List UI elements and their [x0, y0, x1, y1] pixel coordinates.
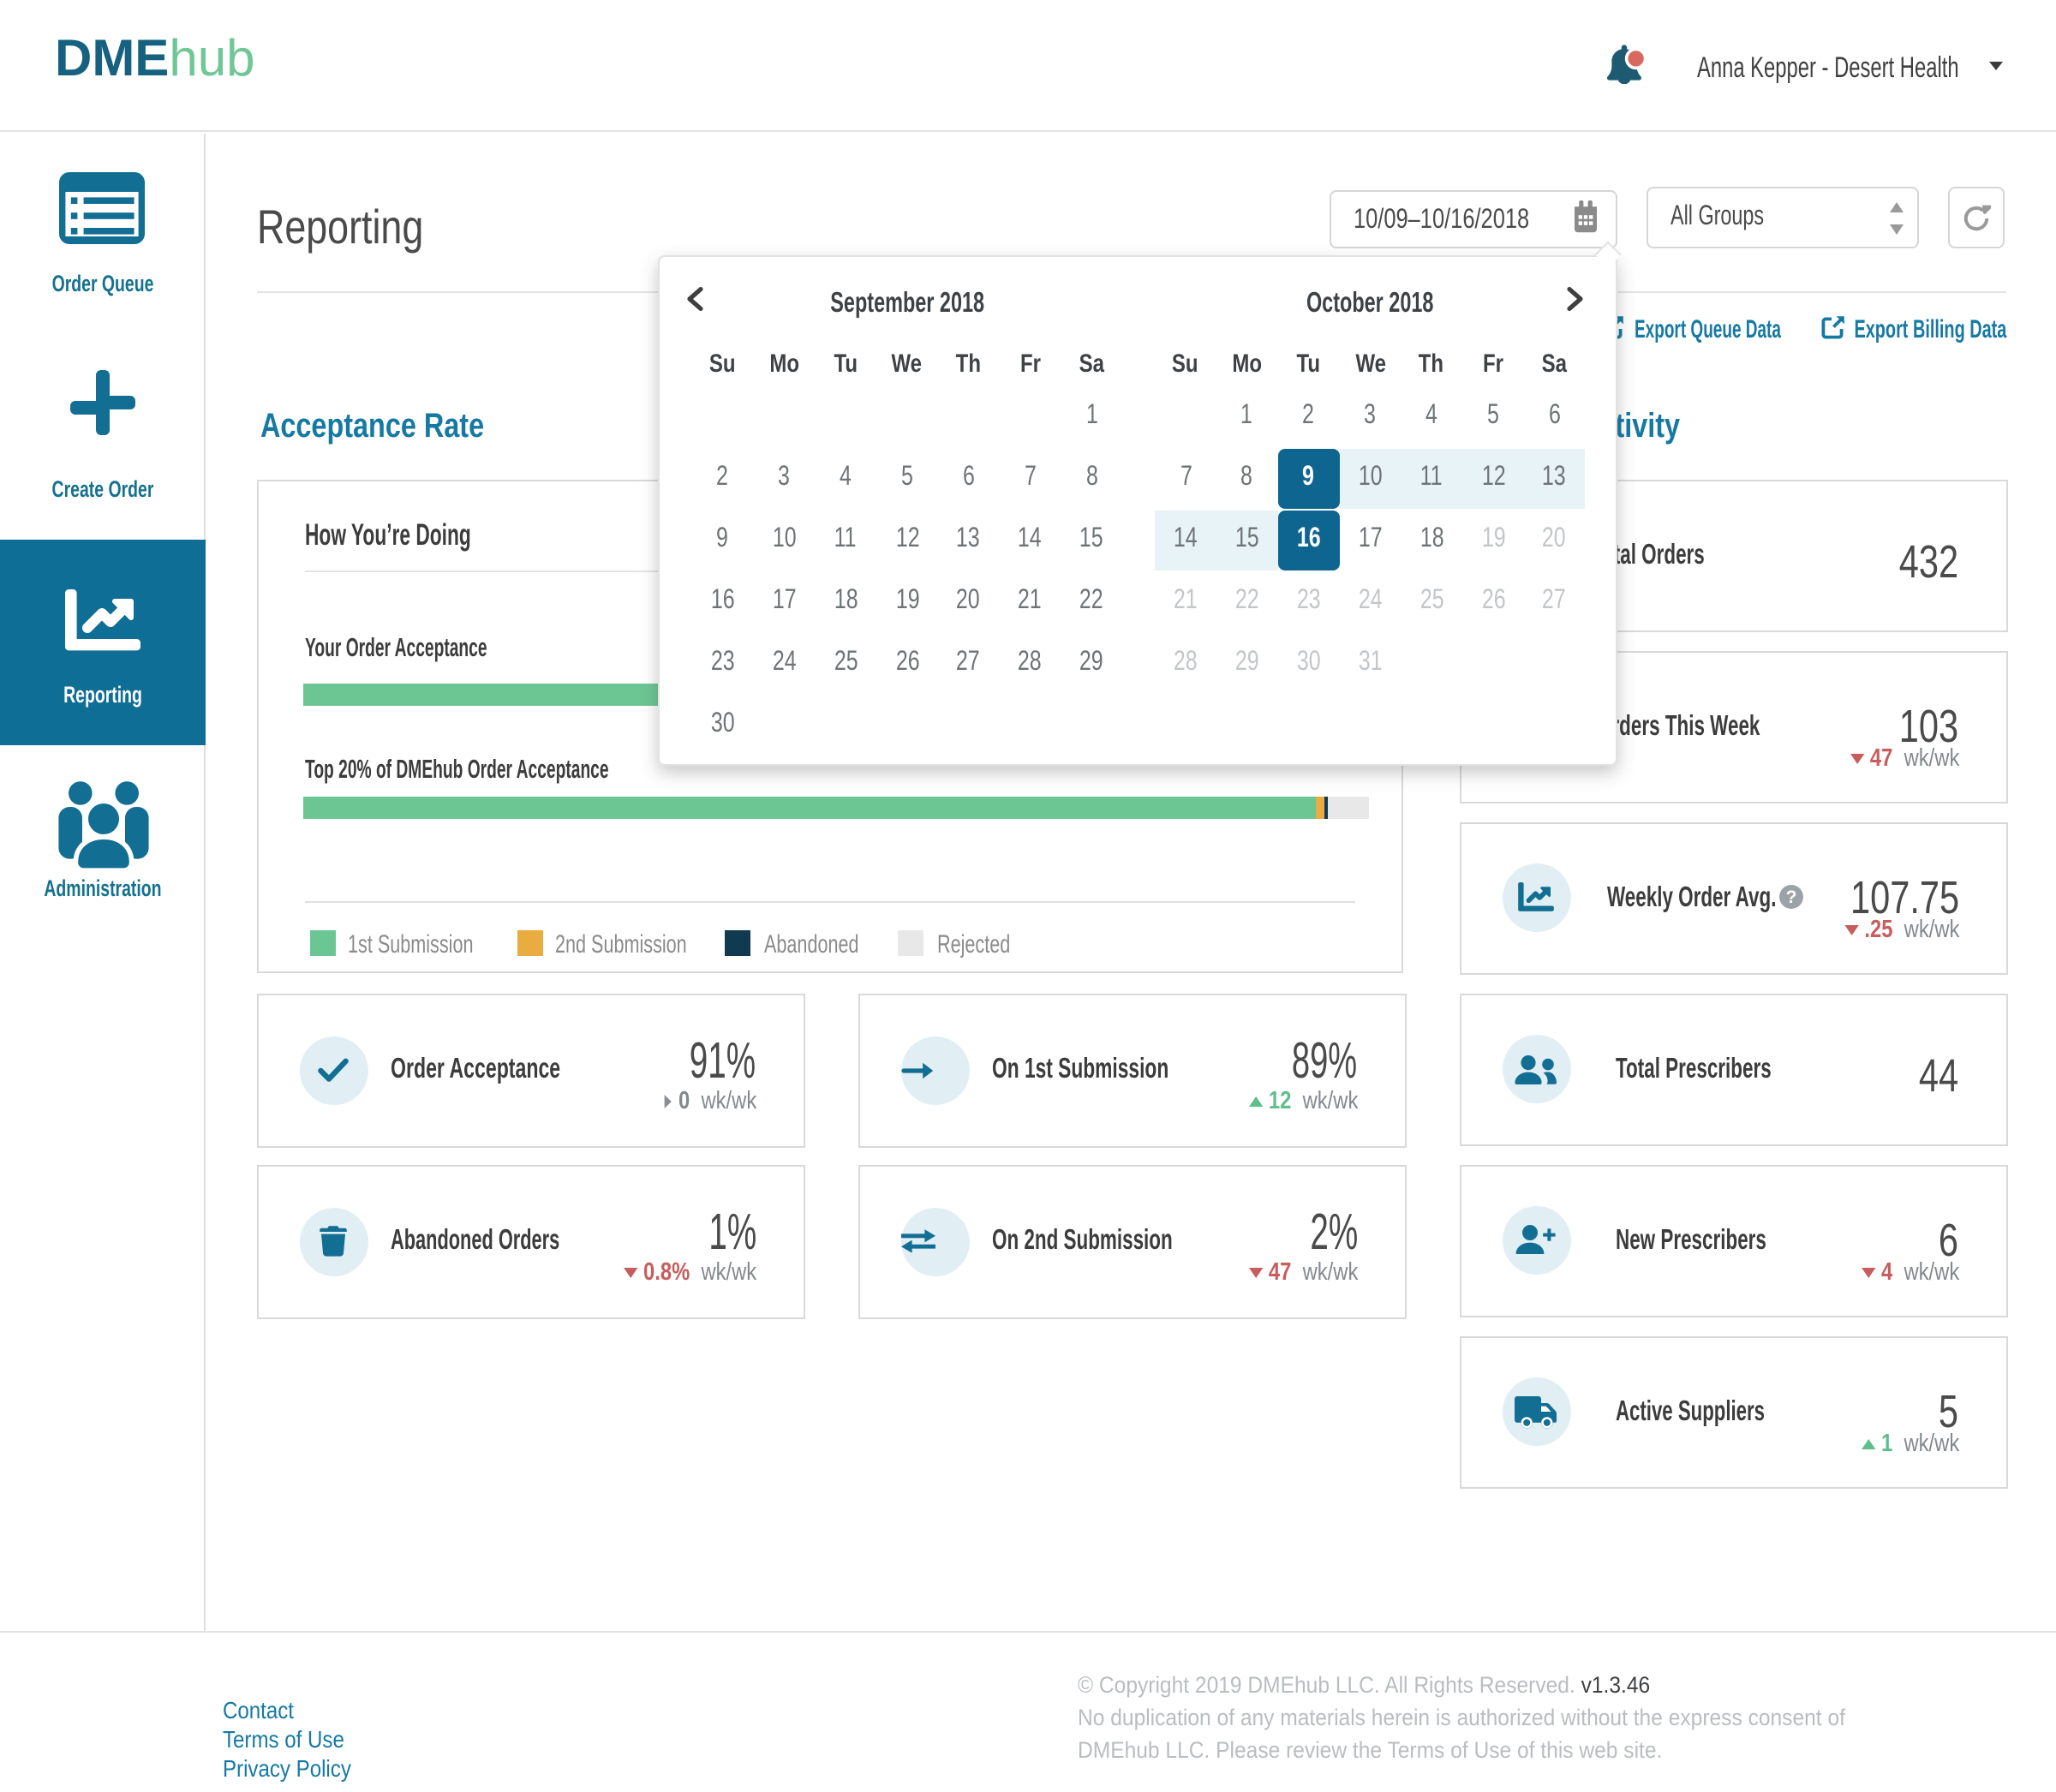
- svg-text:?: ?: [1786, 887, 1797, 907]
